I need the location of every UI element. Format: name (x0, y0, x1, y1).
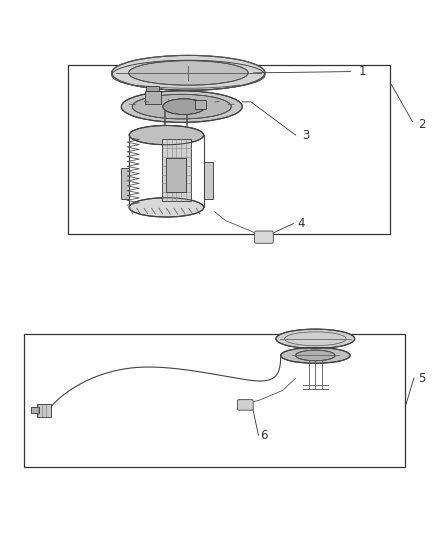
Ellipse shape (129, 125, 204, 145)
Bar (166, 158, 186, 192)
FancyBboxPatch shape (237, 400, 253, 410)
Bar (146, 86, 159, 91)
Bar (145, 91, 161, 104)
Text: 4: 4 (298, 217, 305, 230)
Bar (204, 162, 213, 199)
Bar (162, 140, 191, 201)
Bar (31, 407, 39, 413)
Ellipse shape (129, 61, 248, 85)
Text: 5: 5 (418, 372, 426, 385)
Ellipse shape (132, 94, 231, 119)
Ellipse shape (276, 329, 355, 349)
Text: 3: 3 (302, 128, 310, 142)
FancyBboxPatch shape (254, 231, 273, 243)
Bar (121, 168, 129, 199)
Text: 2: 2 (418, 118, 426, 131)
Ellipse shape (281, 348, 350, 364)
Ellipse shape (112, 55, 265, 91)
Ellipse shape (129, 198, 204, 217)
Bar (37, 405, 51, 417)
Ellipse shape (296, 350, 335, 361)
Text: 1: 1 (359, 65, 367, 78)
Text: 6: 6 (261, 429, 268, 442)
Bar (68, 65, 390, 233)
Ellipse shape (163, 99, 205, 115)
Bar (195, 100, 206, 109)
Ellipse shape (121, 91, 242, 123)
Bar (24, 334, 405, 467)
